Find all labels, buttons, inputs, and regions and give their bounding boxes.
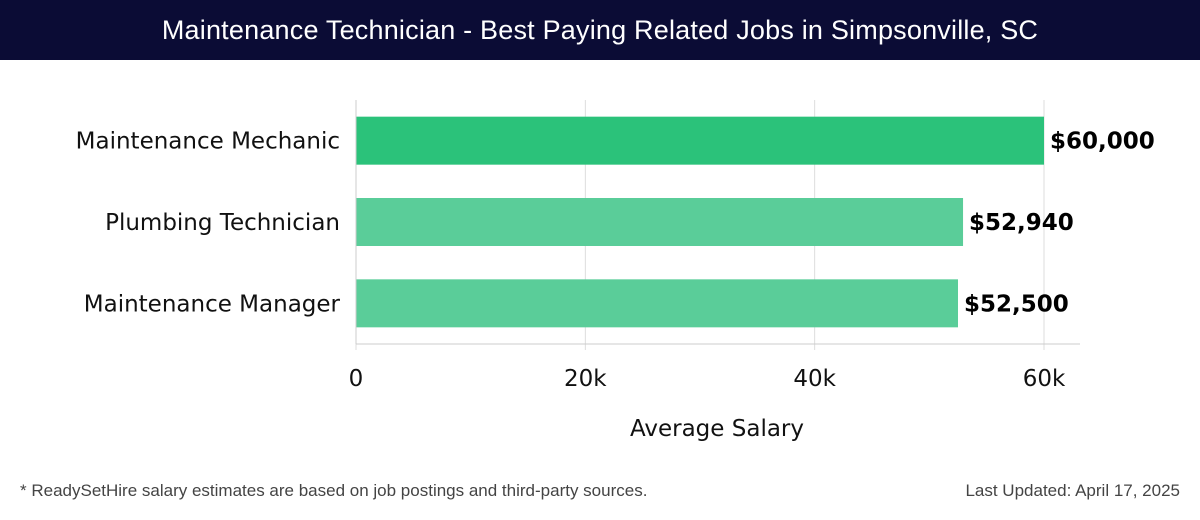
x-axis-title: Average Salary bbox=[630, 416, 804, 442]
bar bbox=[356, 198, 964, 246]
category-label: Maintenance Manager bbox=[84, 291, 341, 317]
x-axis: 0 20k 40k 60k bbox=[349, 100, 1080, 392]
bar bbox=[356, 279, 958, 328]
x-tick-label: 40k bbox=[793, 366, 836, 392]
last-updated: Last Updated: April 17, 2025 bbox=[965, 481, 1180, 500]
chart-title-banner: Maintenance Technician - Best Paying Rel… bbox=[0, 0, 1200, 60]
x-tick-label: 20k bbox=[564, 366, 607, 392]
value-label: $60,000 bbox=[1050, 129, 1155, 155]
x-tick-label: 60k bbox=[1023, 366, 1066, 392]
category-label: Maintenance Mechanic bbox=[76, 129, 340, 155]
footnote: * ReadySetHire salary estimates are base… bbox=[20, 481, 648, 500]
salary-bar-chart: Maintenance Mechanic $60,000 Plumbing Tech… bbox=[76, 100, 1155, 442]
category-label: Plumbing Technician bbox=[105, 210, 340, 236]
value-label: $52,500 bbox=[964, 291, 1069, 317]
bar bbox=[356, 116, 1044, 165]
value-label: $52,940 bbox=[969, 210, 1074, 236]
chart-title: Maintenance Technician - Best Paying Rel… bbox=[161, 14, 1039, 45]
x-tick-label: 0 bbox=[349, 366, 364, 392]
bars: Maintenance Mechanic $60,000 Plumbing Tech… bbox=[76, 116, 1155, 328]
